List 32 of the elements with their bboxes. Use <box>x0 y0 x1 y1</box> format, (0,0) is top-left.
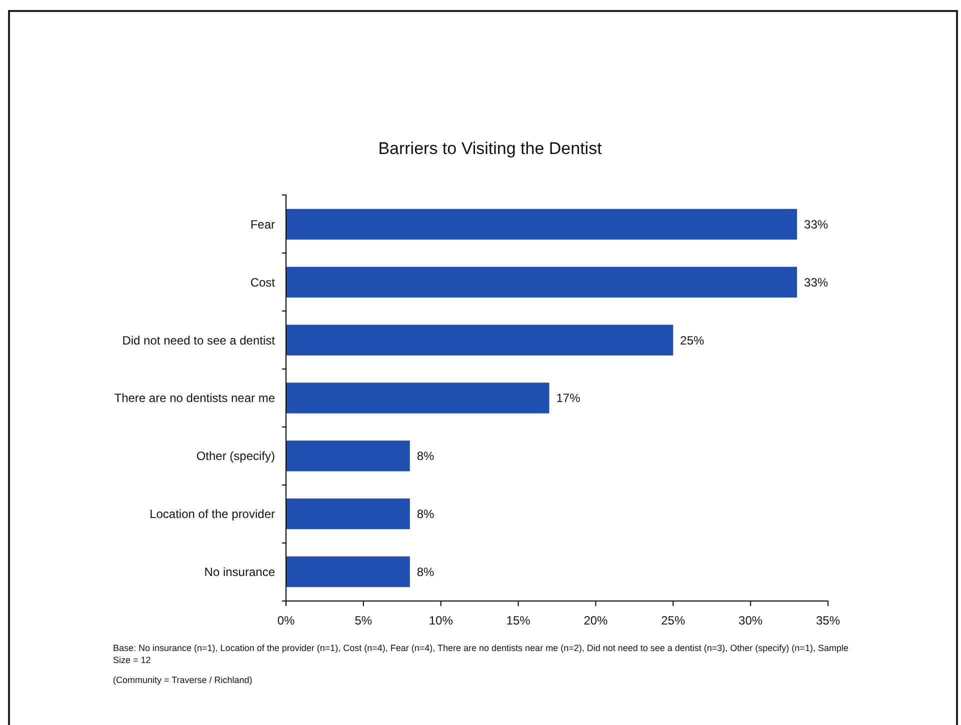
y-tick-label: No insurance <box>204 564 276 579</box>
bar <box>286 498 410 530</box>
text: Base: No insurance (n=1), Location of the provider (n=1), Cost (n=4), Fear (n=4), There are no dentists near me (n=2), Did not need to see a dentist (n=3), Other (specify) (n=1), Sample Size = 12 <box>113 643 848 665</box>
data-label: 8% <box>416 507 435 522</box>
x-tick-label: 20% <box>584 614 608 628</box>
data-label: 33% <box>804 275 828 290</box>
bar <box>286 556 410 588</box>
x-tick-label: 25% <box>661 614 686 628</box>
x-tick-label: 35% <box>816 614 840 628</box>
y-tick-label: Location of the provider <box>150 507 275 522</box>
data-label: 33% <box>804 217 828 232</box>
bar <box>286 266 798 298</box>
y-tick-label: Fear <box>250 217 275 232</box>
data-label: 8% <box>416 564 435 579</box>
x-tick-label: 10% <box>428 614 454 628</box>
bar <box>286 440 410 472</box>
y-tick-label: Did not need to see a dentist <box>122 333 276 348</box>
y-tick-label: Other (specify) <box>196 449 275 464</box>
data-label: 8% <box>416 449 435 464</box>
bar <box>286 382 550 414</box>
chart-title: Barriers to Visiting the Dentist <box>378 139 602 158</box>
data-label: 25% <box>680 333 704 348</box>
x-tick-label: 5% <box>354 614 372 628</box>
x-tick-label: 30% <box>738 614 763 628</box>
y-tick-label: Cost <box>250 275 276 290</box>
bar <box>286 208 798 240</box>
x-tick-label: 15% <box>506 614 531 628</box>
text: (Community = Traverse / Richland) <box>113 675 252 685</box>
y-tick-label: There are no dentists near me <box>114 391 276 406</box>
x-tick-label: 0% <box>277 614 295 628</box>
data-label: 17% <box>556 391 581 406</box>
bar <box>286 324 674 356</box>
